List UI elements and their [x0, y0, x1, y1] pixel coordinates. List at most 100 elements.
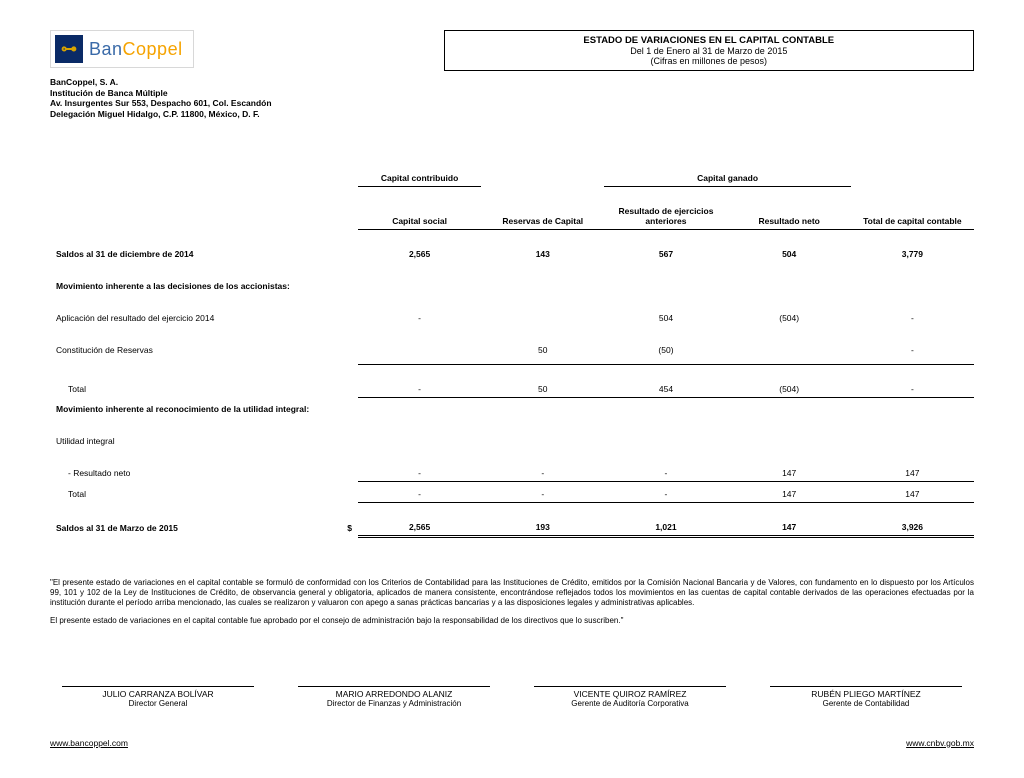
- company-block: BanCoppel, S. A. Institución de Banca Mú…: [50, 77, 974, 120]
- cell: 1,021: [604, 519, 727, 537]
- cell-label: Saldos al 31 de Marzo de 2015: [50, 519, 340, 537]
- cell-label: Movimiento inherente al reconocimiento d…: [50, 397, 974, 417]
- footer-link-left[interactable]: www.bancoppel.com: [50, 738, 128, 748]
- cell: -: [604, 465, 727, 482]
- row-mov-utilidad-header: Movimiento inherente al reconocimiento d…: [50, 397, 974, 417]
- cell: 3,926: [851, 519, 974, 537]
- signatures-row: JULIO CARRANZA BOLÍVAR Director General …: [50, 686, 974, 708]
- cell: -: [358, 481, 481, 502]
- cell: [358, 342, 481, 358]
- cell: 504: [604, 310, 727, 326]
- row-utilidad-integral: Utilidad integral: [50, 433, 974, 449]
- cell: -: [358, 465, 481, 482]
- row-saldos-iniciales: Saldos al 31 de diciembre de 2014 2,565 …: [50, 246, 974, 262]
- cell: -: [358, 310, 481, 326]
- logo: ⊶ BanCoppel: [50, 30, 194, 68]
- row-constitucion: Constitución de Reservas 50 (50) -: [50, 342, 974, 358]
- company-l2: Institución de Banca Múltiple: [50, 88, 974, 99]
- signature-role: Gerente de Contabilidad: [758, 699, 974, 708]
- row-aplicacion: Aplicación del resultado del ejercicio 2…: [50, 310, 974, 326]
- signature-block: MARIO ARREDONDO ALANIZ Director de Finan…: [286, 686, 502, 708]
- cell-label: Saldos al 31 de diciembre de 2014: [50, 246, 340, 262]
- key-icon: ⊶: [55, 35, 83, 63]
- group-header-ganado: Capital ganado: [604, 170, 850, 187]
- cell: -: [604, 481, 727, 502]
- cell: 567: [604, 246, 727, 262]
- cell: 147: [728, 481, 851, 502]
- cell: 3,779: [851, 246, 974, 262]
- row-total-accionistas: Total - 50 454 (504) -: [50, 381, 974, 398]
- column-header-row: Capital social Reservas de Capital Resul…: [50, 203, 974, 230]
- title-line2: Del 1 de Enero al 31 de Marzo de 2015: [453, 46, 965, 56]
- cell: 454: [604, 381, 727, 398]
- cell: 193: [481, 519, 604, 537]
- cell: 50: [481, 381, 604, 398]
- logo-text-a: Ban: [89, 39, 123, 59]
- financial-table: Capital contribuido Capital ganado Capit…: [50, 170, 974, 538]
- cell: 147: [851, 481, 974, 502]
- cell: -: [358, 381, 481, 398]
- cell-label: Movimiento inherente a las decisiones de…: [50, 278, 974, 294]
- cell: 147: [851, 465, 974, 482]
- cell: (50): [604, 342, 727, 358]
- col-total: Total de capital contable: [851, 203, 974, 230]
- signature-role: Gerente de Auditoría Corporativa: [522, 699, 738, 708]
- cell: 143: [481, 246, 604, 262]
- footer-row: www.bancoppel.com www.cnbv.gob.mx: [50, 738, 974, 748]
- col-capital-social: Capital social: [358, 203, 481, 230]
- company-l3: Av. Insurgentes Sur 553, Despacho 601, C…: [50, 98, 974, 109]
- cell-label: Utilidad integral: [50, 433, 974, 449]
- cell: 504: [728, 246, 851, 262]
- signature-name: MARIO ARREDONDO ALANIZ: [286, 689, 502, 699]
- title-line1: ESTADO DE VARIACIONES EN EL CAPITAL CONT…: [453, 35, 965, 46]
- document-title-box: ESTADO DE VARIACIONES EN EL CAPITAL CONT…: [444, 30, 974, 71]
- signature-name: RUBÉN PLIEGO MARTÍNEZ: [758, 689, 974, 699]
- currency-symbol: $: [340, 519, 358, 537]
- row-total-utilidad: Total - - - 147 147: [50, 481, 974, 502]
- row-mov-accionistas-header: Movimiento inherente a las decisiones de…: [50, 278, 974, 294]
- company-l4: Delegación Miguel Hidalgo, C.P. 11800, M…: [50, 109, 974, 120]
- cell: -: [851, 310, 974, 326]
- notes-block: "El presente estado de variaciones en el…: [50, 578, 974, 626]
- cell: -: [851, 381, 974, 398]
- col-reservas: Reservas de Capital: [481, 203, 604, 230]
- signature-block: VICENTE QUIROZ RAMÍREZ Gerente de Audito…: [522, 686, 738, 708]
- cell: -: [481, 481, 604, 502]
- cell: -: [481, 465, 604, 482]
- header-row: ⊶ BanCoppel ESTADO DE VARIACIONES EN EL …: [50, 30, 974, 71]
- cell: [481, 310, 604, 326]
- col-neto: Resultado neto: [728, 203, 851, 230]
- cell: 2,565: [358, 246, 481, 262]
- logo-and-company: ⊶ BanCoppel: [50, 30, 194, 68]
- signature-block: JULIO CARRANZA BOLÍVAR Director General: [50, 686, 266, 708]
- logo-text-b: Coppel: [123, 39, 183, 59]
- footer-link-right[interactable]: www.cnbv.gob.mx: [906, 738, 974, 748]
- cell: -: [851, 342, 974, 358]
- signature-block: RUBÉN PLIEGO MARTÍNEZ Gerente de Contabi…: [758, 686, 974, 708]
- cell: 147: [728, 465, 851, 482]
- col-ejercicios: Resultado de ejercicios anteriores: [604, 203, 727, 230]
- note-p2: El presente estado de variaciones en el …: [50, 616, 974, 626]
- cell: 147: [728, 519, 851, 537]
- cell: 50: [481, 342, 604, 358]
- title-line3: (Cifras en millones de pesos): [453, 56, 965, 66]
- cell: (504): [728, 310, 851, 326]
- signature-name: JULIO CARRANZA BOLÍVAR: [50, 689, 266, 699]
- cell-label: Total: [50, 481, 340, 502]
- cell-label: - Resultado neto: [50, 465, 340, 482]
- cell: [728, 342, 851, 358]
- cell: (504): [728, 381, 851, 398]
- row-saldos-finales: Saldos al 31 de Marzo de 2015 $ 2,565 19…: [50, 519, 974, 537]
- logo-text: BanCoppel: [89, 39, 183, 60]
- cell-label: Total: [50, 381, 340, 398]
- signature-role: Director General: [50, 699, 266, 708]
- group-header-contribuido: Capital contribuido: [358, 170, 481, 187]
- cell: 2,565: [358, 519, 481, 537]
- row-resultado-neto: - Resultado neto - - - 147 147: [50, 465, 974, 482]
- signature-role: Director de Finanzas y Administración: [286, 699, 502, 708]
- note-p1: "El presente estado de variaciones en el…: [50, 578, 974, 608]
- group-header-row: Capital contribuido Capital ganado: [50, 170, 974, 187]
- cell-label: Constitución de Reservas: [50, 342, 340, 358]
- company-l1: BanCoppel, S. A.: [50, 77, 974, 88]
- signature-name: VICENTE QUIROZ RAMÍREZ: [522, 689, 738, 699]
